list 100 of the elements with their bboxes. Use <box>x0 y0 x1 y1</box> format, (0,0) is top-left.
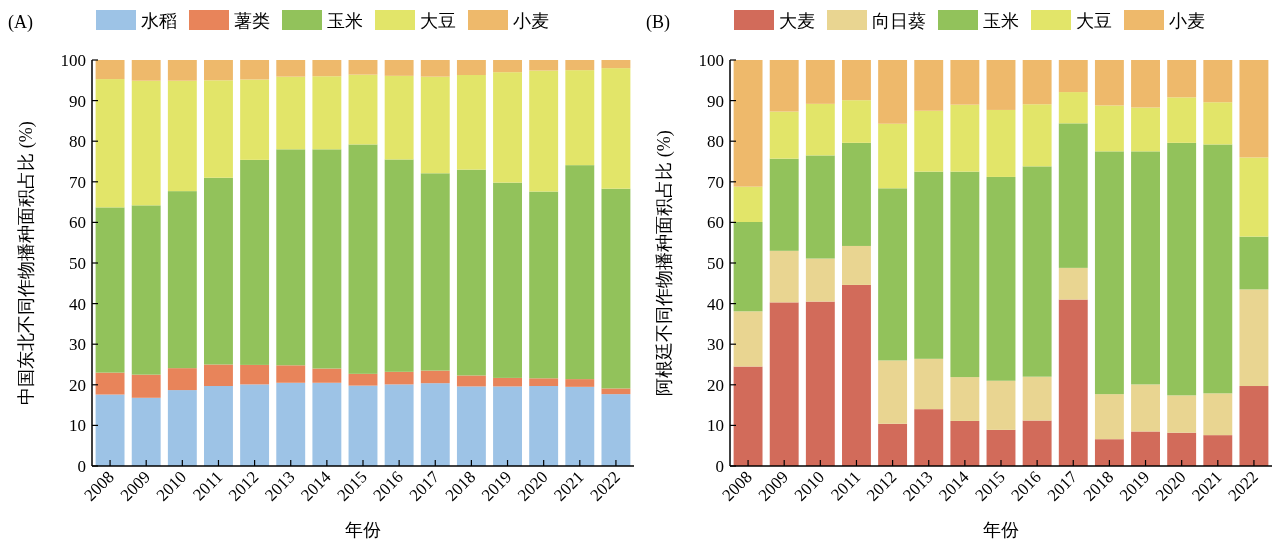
y-tick-label: 0 <box>715 457 724 476</box>
y-tick-label: 0 <box>77 457 86 476</box>
bar <box>1058 267 1088 300</box>
legend-label: 水稻 <box>141 11 177 31</box>
y-tick-label: 40 <box>69 294 86 314</box>
bar <box>950 171 980 378</box>
bar <box>986 109 1016 177</box>
bar <box>733 221 763 312</box>
bar <box>950 60 980 105</box>
bar <box>493 60 522 73</box>
x-axis-title: 年份 <box>345 520 381 540</box>
bar <box>456 75 486 170</box>
y-tick-label: 30 <box>707 335 724 355</box>
bar <box>456 386 486 466</box>
bar <box>456 375 486 387</box>
bar <box>240 159 270 365</box>
bar <box>1094 394 1124 440</box>
bar <box>805 103 835 156</box>
bar <box>1058 92 1088 124</box>
bar <box>420 173 450 371</box>
bar <box>95 207 125 373</box>
bar <box>384 371 414 385</box>
bar <box>1058 123 1088 268</box>
y-tick-label: 100 <box>60 51 86 70</box>
y-tick-label: 50 <box>707 254 724 273</box>
bar <box>1094 60 1124 106</box>
bar <box>240 364 270 385</box>
bar <box>456 169 486 376</box>
bar <box>565 70 595 166</box>
bar <box>1167 97 1197 143</box>
bar <box>565 379 595 387</box>
y-axis-title: 中国东北不同作物播种面积占比 (%) <box>16 121 37 405</box>
bar <box>95 79 125 208</box>
bar <box>1167 432 1197 466</box>
bar <box>950 420 980 466</box>
bar <box>1239 157 1269 237</box>
bar <box>878 423 908 466</box>
bar <box>878 60 908 124</box>
bar <box>529 386 559 466</box>
bar <box>914 358 944 410</box>
bar <box>805 301 835 466</box>
legend-label: 大麦 <box>779 11 815 31</box>
chart-title: (A) <box>8 12 33 33</box>
bar <box>1131 60 1160 108</box>
bar <box>914 409 944 466</box>
bar <box>1203 144 1233 394</box>
bar <box>1239 386 1269 466</box>
bar <box>1022 166 1052 377</box>
bar <box>167 390 197 466</box>
bar <box>529 191 559 379</box>
bar <box>986 176 1016 381</box>
y-tick-label: 100 <box>698 51 724 70</box>
bar <box>348 60 378 75</box>
bar <box>348 74 378 145</box>
bar <box>1022 420 1052 466</box>
bar <box>733 366 763 466</box>
y-tick-label: 60 <box>707 213 724 233</box>
bar <box>986 380 1016 430</box>
bar <box>914 60 944 111</box>
bar <box>733 311 763 367</box>
bar <box>493 72 522 183</box>
y-tick-label: 10 <box>707 416 724 436</box>
bar <box>167 80 197 192</box>
bar <box>384 60 414 76</box>
legend-label: 大豆 <box>1076 11 1112 31</box>
bar <box>95 394 125 466</box>
bar <box>240 79 270 160</box>
bar <box>1239 236 1269 290</box>
bar <box>420 60 450 77</box>
bar <box>131 80 161 206</box>
bar <box>384 159 414 372</box>
bar <box>1022 60 1052 105</box>
bar <box>565 165 595 380</box>
bar <box>95 60 125 80</box>
bar <box>842 100 871 143</box>
bar <box>1094 151 1124 395</box>
bar <box>348 144 378 374</box>
bar <box>384 384 414 466</box>
bar <box>384 75 414 160</box>
bar <box>1203 60 1233 103</box>
bar <box>805 258 835 302</box>
chart-title: (B) <box>646 12 670 33</box>
bar <box>1058 299 1088 466</box>
bar <box>914 110 944 172</box>
bar <box>1203 102 1233 145</box>
bar <box>493 386 522 466</box>
bar <box>842 284 871 466</box>
bar <box>1094 105 1124 152</box>
bar <box>312 368 342 383</box>
bar <box>131 374 161 398</box>
bar <box>1167 60 1197 98</box>
bar <box>950 377 980 421</box>
bar <box>1058 60 1088 93</box>
bar <box>1131 107 1160 152</box>
bar <box>420 370 450 384</box>
legend-label: 薯类 <box>234 11 270 31</box>
bar <box>1167 142 1197 396</box>
bar <box>565 60 595 71</box>
bar <box>1203 435 1233 466</box>
bar <box>565 386 595 466</box>
